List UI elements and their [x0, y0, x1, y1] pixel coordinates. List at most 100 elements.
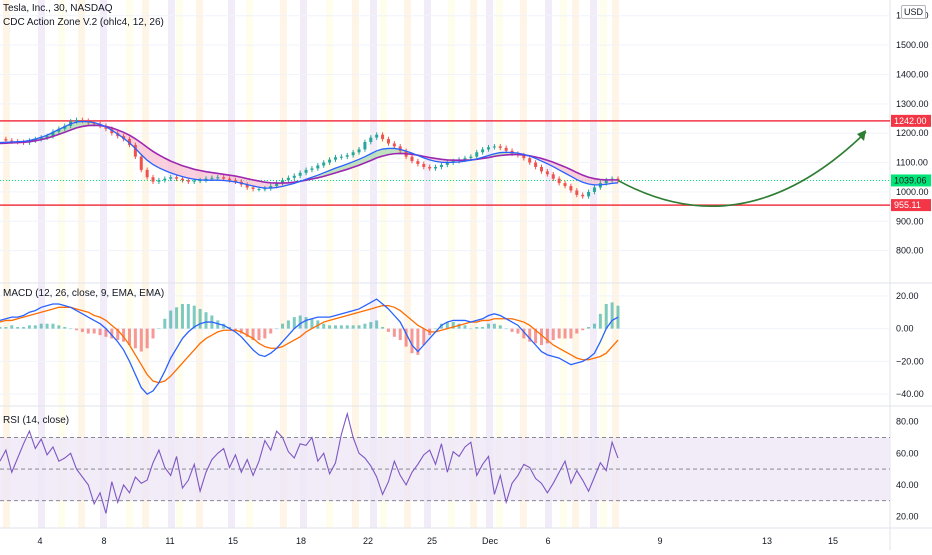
macd-histogram-bar	[298, 315, 302, 329]
candle-body	[563, 183, 567, 187]
cdc-zone-fill	[194, 169, 201, 180]
macd-histogram-bar	[281, 323, 285, 329]
macd-histogram-bar	[534, 328, 538, 344]
macd-histogram-bar	[569, 328, 573, 339]
macd-histogram-bar	[398, 328, 402, 341]
macd-histogram-bar	[451, 322, 455, 329]
macd-histogram-bar	[434, 328, 438, 330]
cdc-zone-fill	[170, 161, 177, 175]
candle-body	[469, 156, 473, 159]
macd-histogram-bar	[563, 328, 567, 339]
candle-body	[45, 136, 49, 138]
candle-body	[210, 177, 214, 179]
candle-body	[269, 186, 273, 189]
macd-histogram-bar	[304, 317, 308, 329]
macd-histogram-bar	[481, 326, 485, 329]
session-stripe	[560, 0, 567, 528]
candle-body	[10, 140, 14, 142]
cdc-zone-fill	[176, 163, 183, 177]
macd-histogram-bar	[269, 328, 273, 334]
session-stripe	[196, 0, 203, 528]
price-tick-label: 1100.00	[896, 158, 928, 168]
price-badge-label: 1242.00	[894, 116, 927, 126]
cdc-zone-fill	[258, 181, 265, 189]
currency-badge[interactable]: USD	[901, 5, 927, 19]
price-tick-label: 1500.00	[896, 40, 929, 50]
candle-body	[4, 139, 8, 141]
price-badge	[891, 114, 931, 127]
session-stripe	[38, 0, 45, 528]
session-stripe	[572, 0, 579, 528]
time-tick-label: 9	[657, 536, 662, 546]
macd-histogram-bar	[263, 328, 267, 339]
session-stripe	[228, 0, 235, 528]
macd-histogram-bar	[86, 328, 90, 334]
session-stripe	[142, 0, 149, 528]
candle-body	[392, 143, 396, 147]
macd-histogram-bar	[339, 325, 343, 329]
macd-histogram-bar	[292, 317, 296, 329]
macd-histogram-bar	[528, 328, 532, 342]
candle-body	[416, 161, 420, 165]
candle-body	[463, 158, 467, 160]
time-tick-label: 25	[427, 536, 437, 546]
macd-histogram-bar	[16, 326, 20, 329]
macd-histogram-bar	[510, 328, 514, 332]
price-tick-label: 800.00	[896, 246, 924, 256]
price-tick-label: 1000.00	[896, 187, 929, 197]
rsi-tick-label: 40.00	[896, 480, 919, 490]
candle-body	[257, 188, 261, 190]
macd-histogram-bar	[257, 328, 261, 341]
price-badge-label: 955.11	[894, 200, 921, 210]
candle-body	[569, 186, 573, 191]
cdc-zone-fill	[153, 151, 159, 168]
rsi-tick-label: 80.00	[896, 417, 919, 427]
macd-histogram-bar	[216, 320, 220, 329]
macd-histogram-bar	[333, 325, 337, 329]
macd-histogram-bar	[51, 323, 55, 329]
macd-histogram-bar	[610, 302, 614, 329]
session-stripe	[168, 0, 175, 528]
candle-body	[175, 177, 179, 179]
macd-histogram-bar	[310, 318, 314, 329]
candle-body	[192, 180, 196, 182]
candle-body	[80, 119, 84, 121]
macd-histogram-bar	[422, 328, 426, 345]
macd-histogram-bar	[492, 323, 496, 329]
candle-body	[398, 146, 402, 151]
candle-body	[475, 152, 479, 157]
candle-body	[139, 156, 143, 170]
macd-histogram-bar	[316, 320, 320, 329]
time-tick-label: 6	[545, 536, 550, 546]
session-stripe	[126, 0, 133, 528]
macd-histogram-bar	[151, 328, 155, 339]
session-stripe	[448, 0, 455, 528]
cdc-zone-fill	[164, 158, 171, 173]
candle-body	[157, 180, 161, 182]
macd-histogram-bar	[122, 328, 126, 342]
macd-histogram-bar	[104, 328, 108, 337]
macd-histogram-bar	[239, 328, 243, 334]
time-tick-label: 22	[363, 536, 373, 546]
rsi-line	[0, 411, 619, 514]
candle-body	[57, 128, 61, 132]
price-tick-label: 1400.00	[896, 69, 929, 79]
macd-histogram-bar	[75, 328, 79, 331]
time-tick-label: 15	[828, 536, 838, 546]
candle-body	[357, 149, 361, 153]
macd-histogram-bar	[375, 320, 379, 329]
macd-histogram-bar	[169, 310, 173, 329]
candle-body	[133, 144, 137, 157]
session-stripe	[520, 0, 527, 528]
macd-histogram-bar	[386, 328, 390, 332]
session-stripe	[486, 0, 493, 528]
candle-body	[186, 180, 190, 182]
session-stripe	[380, 0, 387, 528]
macd-histogram-bar	[198, 308, 202, 329]
candle-body	[180, 178, 184, 181]
time-tick-label: 18	[296, 536, 306, 546]
macd-histogram-bar	[286, 320, 290, 329]
candle-body	[363, 142, 367, 150]
